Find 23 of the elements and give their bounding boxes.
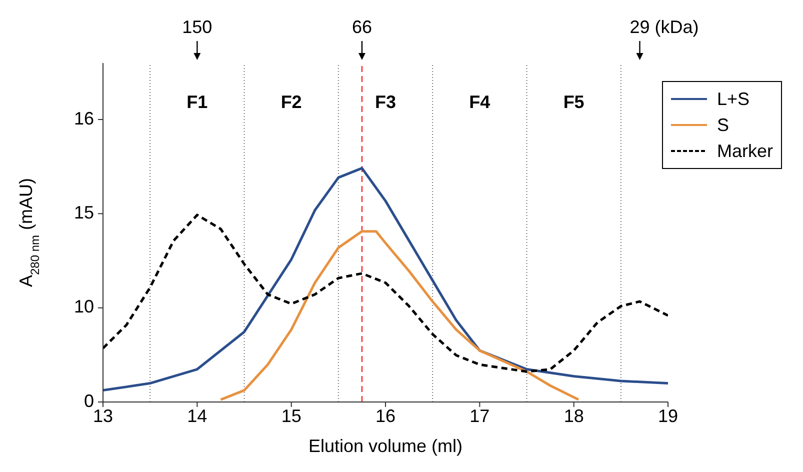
text: 150 — [182, 17, 212, 37]
text: 0 — [84, 390, 94, 411]
x-tick-label: 19 — [658, 406, 678, 426]
text: 29 (kDa) — [630, 17, 699, 37]
text: F3 — [374, 92, 396, 112]
legend-label: S — [717, 114, 730, 137]
text: F2 — [280, 92, 302, 112]
x-axis-title: Elution volume (ml) — [308, 436, 463, 456]
text: 10 — [74, 296, 94, 317]
legend-label: Marker — [717, 140, 774, 163]
text: F1 — [186, 92, 208, 112]
text: F4 — [469, 92, 490, 112]
x-tick-label: 18 — [564, 406, 584, 426]
text: 15 — [74, 202, 94, 222]
x-tick-label: 17 — [470, 406, 490, 426]
legend-label: L+S — [717, 88, 750, 111]
text: 16 — [74, 108, 94, 128]
x-tick-label: 15 — [281, 406, 302, 426]
text: F5 — [563, 92, 584, 112]
text: 66 — [352, 17, 372, 37]
x-tick-label: 13 — [92, 406, 114, 426]
x-tick-label: 14 — [187, 406, 208, 426]
x-tick-label: 16 — [375, 406, 396, 426]
